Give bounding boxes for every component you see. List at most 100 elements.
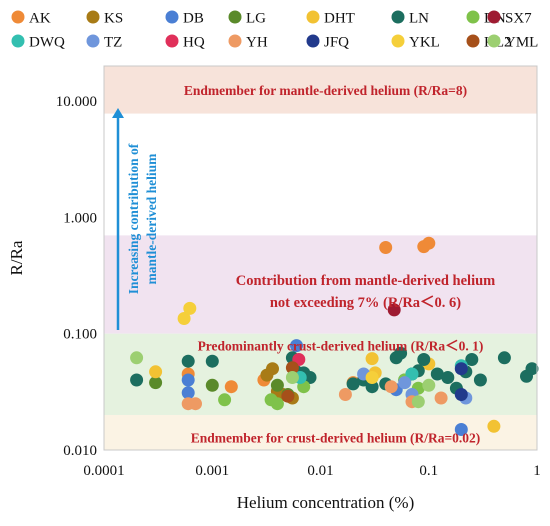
- increase-arrow-head: [112, 108, 124, 118]
- legend-marker-dwq: [11, 34, 25, 48]
- point-ln-17: [430, 367, 444, 381]
- point-ln-7: [346, 377, 360, 391]
- point-db-0: [181, 373, 195, 387]
- y-tick-label-3: 10.000: [56, 94, 97, 110]
- point-db-4: [454, 423, 468, 436]
- point-ykl-0: [177, 312, 191, 325]
- point-yh-2: [338, 388, 352, 401]
- legend-marker-kl2: [466, 34, 480, 48]
- point-lg-0: [149, 376, 163, 390]
- legend-label-lg: LG: [246, 11, 266, 27]
- band-label-mantle: Endmember for mantle-derived helium (R/R…: [184, 83, 467, 98]
- x-tick-label-1: 0.001: [195, 463, 229, 479]
- point-ln-25: [525, 362, 539, 376]
- legend-label-dwq: DWQ: [29, 35, 65, 51]
- point-yh-1: [189, 397, 202, 411]
- bands: [104, 66, 537, 450]
- point-ak-4: [224, 380, 238, 394]
- point-lg-2: [270, 378, 284, 392]
- point-db-1: [181, 386, 195, 400]
- point-ykl-2: [365, 371, 379, 384]
- point-ln-12: [394, 346, 408, 360]
- legend-marker-yh: [228, 34, 242, 48]
- point-dn-2: [270, 397, 284, 411]
- point-dn-0: [218, 393, 232, 407]
- band-mantle: [104, 66, 537, 114]
- band-label-contribution-line2: not exceeding 7% (R/Ra＜0. 6): [270, 295, 461, 311]
- point-ks-1: [266, 362, 279, 376]
- point-ln-6: [303, 371, 317, 384]
- point-yml-0: [130, 351, 144, 365]
- legend-label-ks: KS: [104, 11, 123, 27]
- legend-label-db: DB: [183, 11, 204, 27]
- point-kl2-1: [285, 361, 299, 375]
- band-label-contribution-line1: Contribution from mantle-derived helium: [236, 273, 496, 289]
- band-label-crust: Endmember for crust-derived helium (R/Ra…: [191, 430, 481, 445]
- point-ln-21: [465, 353, 479, 366]
- y-axis-title: R/Ra: [7, 240, 26, 275]
- point-yml-1: [285, 371, 299, 384]
- legend-marker-dn: [466, 10, 480, 24]
- legend-label-yh: YH: [246, 35, 268, 51]
- point-ak-2: [422, 236, 436, 250]
- point-kl2-0: [281, 389, 295, 403]
- legend-marker-ak: [11, 10, 25, 24]
- point-ykl-1: [183, 301, 197, 315]
- legend-marker-jfq: [306, 34, 320, 48]
- legend-label-ak: AK: [29, 11, 51, 27]
- x-tick-label-4: 1: [533, 463, 541, 479]
- arrow-label-line1: Increasing contribution of: [126, 143, 141, 294]
- point-ln-18: [441, 371, 455, 384]
- point-jfq-1: [454, 388, 468, 401]
- legend-marker-hq: [165, 34, 179, 48]
- point-db-2: [290, 339, 303, 353]
- y-tick-label-2: 1.000: [63, 210, 97, 226]
- arrow-label-line2: mantle-derived helium: [144, 153, 159, 285]
- x-tick-label-2: 0.01: [307, 463, 333, 479]
- point-sx7-0: [387, 303, 401, 317]
- legend-marker-ln: [391, 10, 405, 24]
- legend-label-ln: LN: [409, 11, 429, 27]
- y-tick-label-0: 0.010: [63, 443, 97, 459]
- point-ln-2: [205, 354, 219, 368]
- band-labels: Endmember for mantle-derived helium (R/R…: [112, 83, 496, 445]
- legend-label-yml: YML: [505, 35, 538, 51]
- point-dwq-1: [405, 367, 419, 381]
- legend-label-jfq: JFQ: [324, 35, 349, 51]
- band-label-crust-dominant: Predominantly crust-derived helium (R/Ra…: [198, 339, 484, 354]
- legend-marker-db: [165, 10, 179, 24]
- data-points: [130, 236, 539, 436]
- legend-label-dht: DHT: [324, 11, 355, 27]
- point-yml-3: [422, 378, 436, 392]
- legend-marker-sx7: [487, 10, 501, 24]
- point-ln-0: [130, 373, 144, 387]
- legend-label-sx7: SX7: [505, 11, 532, 27]
- axes: 0.0001 0.001 0.01 0.1 1 0.010 0.100 1.000 10.000…: [7, 94, 541, 512]
- point-yh-5: [434, 391, 448, 405]
- point-jfq-0: [454, 362, 468, 376]
- point-yml-2: [411, 395, 425, 409]
- band-contribution: [104, 235, 537, 334]
- point-ln-22: [473, 373, 487, 387]
- point-yh-3: [384, 380, 398, 394]
- point-tz-1: [398, 376, 412, 390]
- point-ln-16: [417, 353, 431, 366]
- legend-label-ykl: YKL: [409, 35, 440, 51]
- point-dht-1: [365, 352, 379, 366]
- point-lg-1: [205, 378, 219, 392]
- legend-marker-ykl: [391, 34, 405, 48]
- legend-marker-dht: [306, 10, 320, 24]
- point-ln-1: [181, 354, 195, 368]
- x-tick-label-0: 0.0001: [83, 463, 124, 479]
- point-dht-0: [149, 365, 163, 379]
- legend-marker-yml: [487, 34, 501, 48]
- plot-border: [103, 65, 538, 451]
- legend-marker-lg: [228, 10, 242, 24]
- plot-frame: [103, 65, 538, 451]
- point-dht-4: [487, 419, 501, 433]
- point-ak-0: [379, 241, 393, 254]
- legend-marker-ks: [86, 10, 100, 24]
- point-ln-23: [497, 351, 511, 365]
